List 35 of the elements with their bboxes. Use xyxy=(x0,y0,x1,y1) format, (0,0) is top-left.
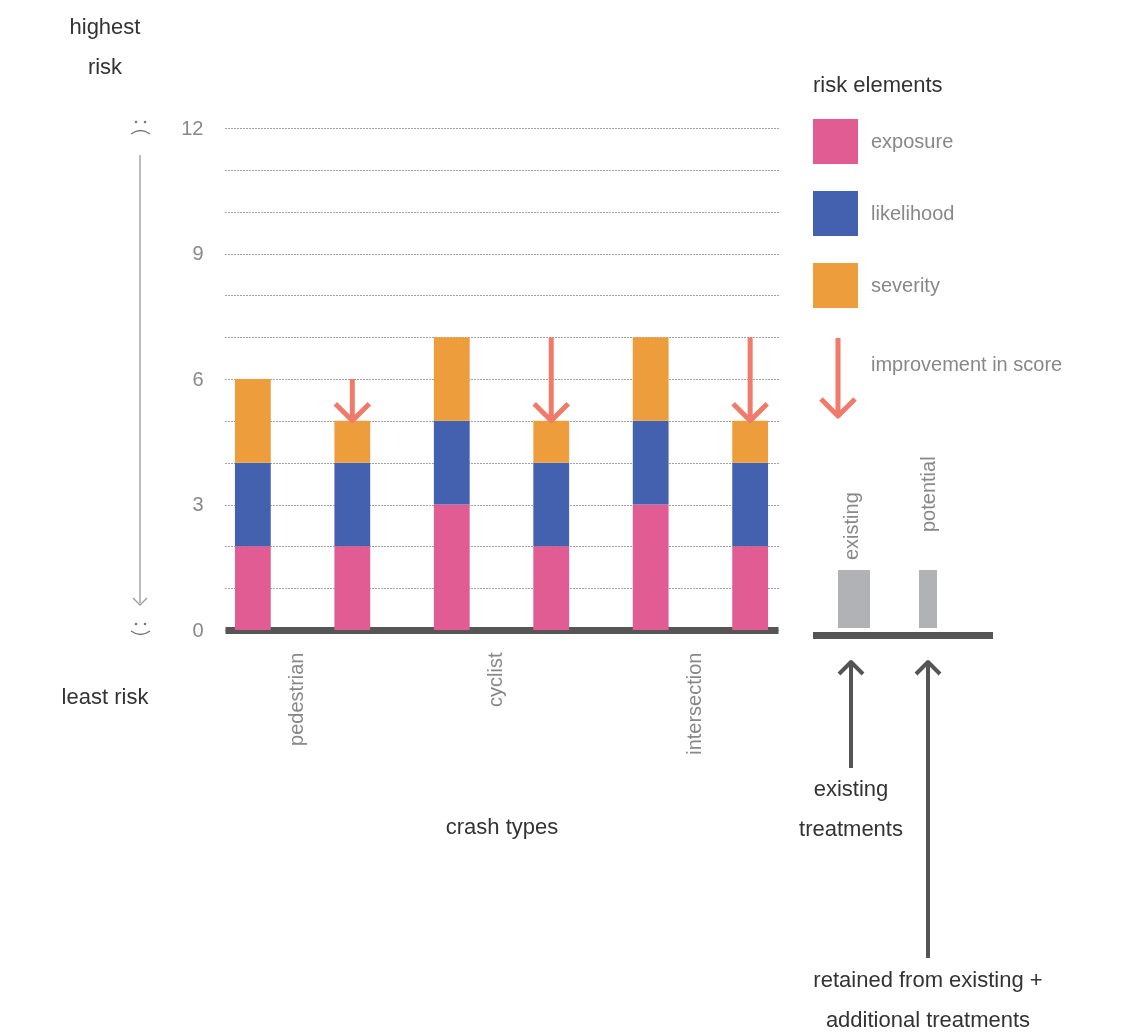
bar xyxy=(632,504,669,630)
text: existing xyxy=(839,492,863,560)
text: least risk xyxy=(60,683,150,711)
bar xyxy=(732,546,769,630)
text: highest risk xyxy=(68,13,142,81)
text: potential xyxy=(916,456,940,532)
bar xyxy=(234,462,271,547)
bar xyxy=(433,504,470,630)
legend-label: exposure xyxy=(871,129,954,152)
x-tick-label: cyclist xyxy=(484,652,507,707)
bar xyxy=(234,379,271,463)
bar xyxy=(334,462,371,547)
bar xyxy=(632,337,669,421)
bar xyxy=(533,546,570,630)
legend-title: risk elements xyxy=(813,72,943,97)
x-tick-label: pedestrian xyxy=(285,652,308,746)
bar xyxy=(334,546,371,630)
text: retained from existing + additional treatments xyxy=(812,966,1044,1034)
y-tick-label: 9 xyxy=(192,242,204,264)
y-tick-label: 0 xyxy=(192,618,204,641)
text: existing treatments xyxy=(798,775,904,843)
bar xyxy=(234,546,271,630)
x-tick-label: intersection xyxy=(683,652,706,755)
legend-label: severity xyxy=(871,273,940,296)
y-tick-label: 3 xyxy=(192,493,204,515)
x-axis-title: crash types xyxy=(445,813,559,839)
bar xyxy=(632,420,669,505)
y-tick-label: 12 xyxy=(181,116,204,139)
bar xyxy=(433,337,470,421)
text: improvement in score xyxy=(871,352,1063,377)
legend-label: likelihood xyxy=(871,201,955,224)
bar xyxy=(433,420,470,505)
bar xyxy=(732,462,769,547)
y-tick-label: 6 xyxy=(192,367,204,390)
bar xyxy=(533,462,570,547)
